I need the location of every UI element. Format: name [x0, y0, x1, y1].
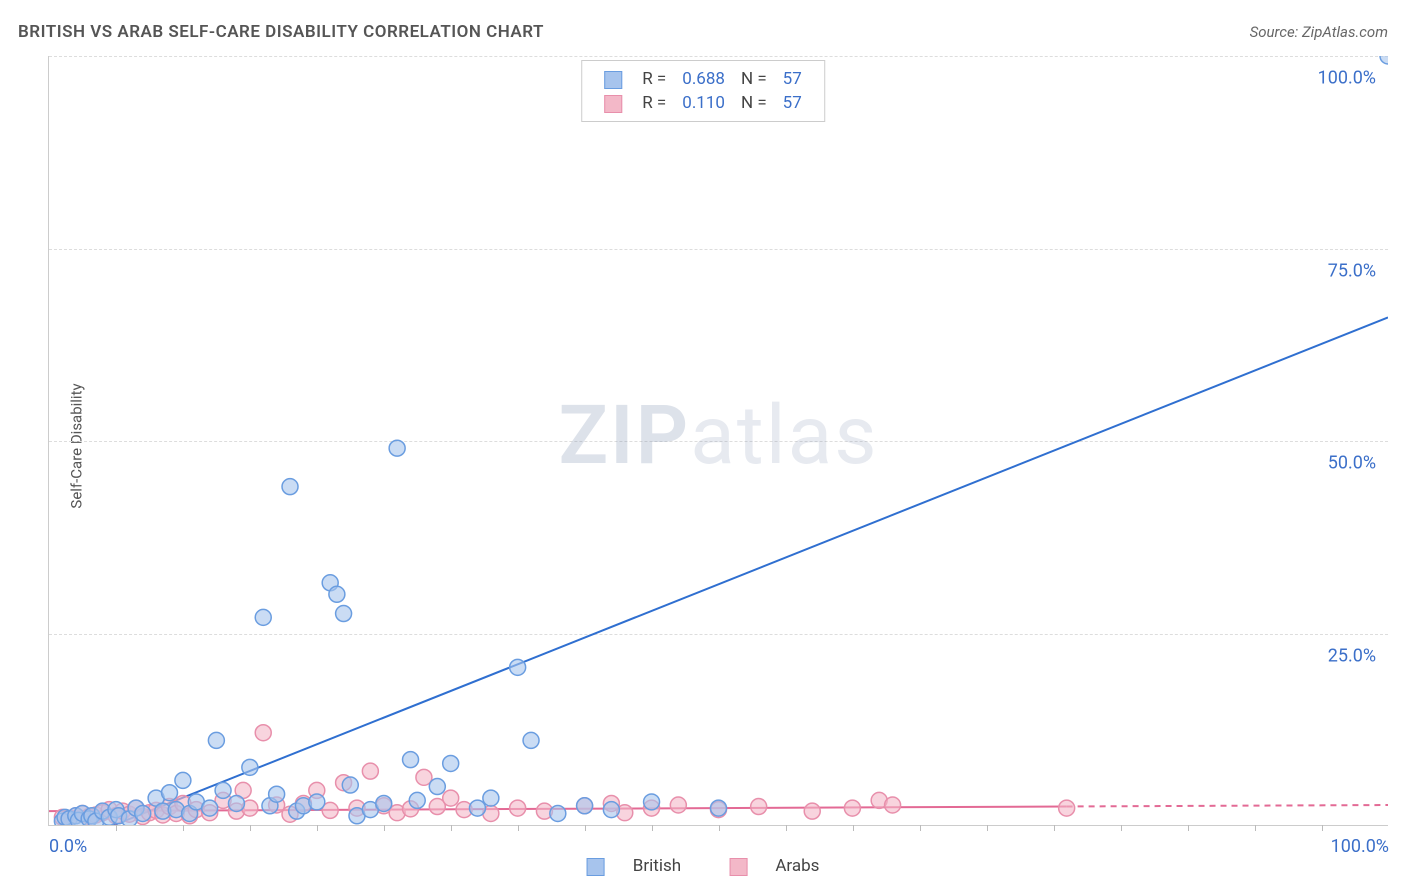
source-label: Source: ZipAtlas.com [1250, 23, 1388, 41]
legend-n-value: 57 [775, 67, 810, 91]
legend-series-item: British [575, 856, 694, 876]
x-tick-mark [987, 825, 988, 831]
legend-series-item: Arabs [717, 856, 831, 876]
point-arabs [362, 763, 378, 779]
point-british [269, 786, 285, 802]
point-british [443, 755, 459, 771]
x-tick-label-left: 0.0% [49, 836, 87, 857]
trend-line-british [76, 317, 1388, 825]
legend-r-label: R = [634, 67, 674, 91]
legend-n-label: N = [733, 91, 775, 115]
point-arabs [255, 725, 271, 741]
point-british [342, 777, 358, 793]
x-tick-mark [1054, 825, 1055, 831]
x-tick-mark [384, 825, 385, 831]
point-british [403, 752, 419, 768]
point-british [208, 732, 224, 748]
point-british [336, 606, 352, 622]
x-tick-label-right: 100.0% [1331, 836, 1389, 857]
x-tick-mark [317, 825, 318, 831]
point-british [135, 805, 151, 821]
x-tick-mark [1188, 825, 1189, 831]
x-tick-mark [652, 825, 653, 831]
x-tick-mark [1322, 825, 1323, 831]
legend-series: British Arabs [563, 856, 844, 876]
point-british [523, 732, 539, 748]
point-british [711, 800, 727, 816]
point-british [282, 479, 298, 495]
x-tick-mark [585, 825, 586, 831]
point-arabs [670, 797, 686, 813]
point-british [255, 609, 271, 625]
x-tick-mark [853, 825, 854, 831]
legend-correlation-row: R =0.110N =57 [596, 91, 810, 115]
point-british [215, 782, 231, 798]
point-arabs [443, 790, 459, 806]
chart-plot-area: ZIPatlas 25.0%50.0%75.0%100.0%0.0%100.0% [48, 56, 1388, 826]
point-british [409, 792, 425, 808]
point-british [469, 800, 485, 816]
legend-correlation-row: R =0.688N =57 [596, 67, 810, 91]
x-tick-mark [116, 825, 117, 831]
point-british [329, 586, 345, 602]
point-british [242, 759, 258, 775]
header-row: BRITISH VS ARAB SELF-CARE DISABILITY COR… [18, 22, 1388, 42]
point-british [162, 785, 178, 801]
legend-series-label: British [633, 856, 681, 876]
point-british [228, 795, 244, 811]
point-british [577, 798, 593, 814]
point-british [389, 440, 405, 456]
legend-n-value: 57 [775, 91, 810, 115]
point-british [202, 800, 218, 816]
legend-swatch [604, 71, 622, 89]
x-tick-mark [920, 825, 921, 831]
point-arabs [885, 797, 901, 813]
legend-r-label: R = [634, 91, 674, 115]
trend-line-arabs-dashed [1067, 805, 1388, 806]
legend-r-value: 0.110 [674, 91, 733, 115]
point-arabs [1059, 800, 1075, 816]
x-tick-mark [518, 825, 519, 831]
point-british [175, 772, 191, 788]
legend-swatch [729, 858, 747, 876]
point-british [483, 790, 499, 806]
point-british [376, 795, 392, 811]
legend-n-label: N = [733, 67, 775, 91]
point-british [550, 805, 566, 821]
point-arabs [510, 800, 526, 816]
legend-swatch [587, 858, 605, 876]
point-arabs [751, 799, 767, 815]
point-arabs [804, 803, 820, 819]
x-tick-mark [719, 825, 720, 831]
x-tick-mark [1121, 825, 1122, 831]
point-british [644, 794, 660, 810]
point-british [1380, 56, 1388, 64]
point-british [429, 779, 445, 795]
x-tick-mark [786, 825, 787, 831]
legend-series-label: Arabs [775, 856, 819, 876]
chart-svg [49, 56, 1388, 825]
x-tick-mark [1255, 825, 1256, 831]
point-british [603, 802, 619, 818]
x-tick-mark [250, 825, 251, 831]
chart-title: BRITISH VS ARAB SELF-CARE DISABILITY COR… [18, 22, 544, 42]
legend-swatch [604, 95, 622, 113]
point-arabs [844, 800, 860, 816]
point-british [309, 794, 325, 810]
x-tick-mark [451, 825, 452, 831]
point-british [510, 659, 526, 675]
legend-r-value: 0.688 [674, 67, 733, 91]
x-tick-mark [183, 825, 184, 831]
legend-correlation: R =0.688N =57R =0.110N =57 [581, 60, 825, 122]
